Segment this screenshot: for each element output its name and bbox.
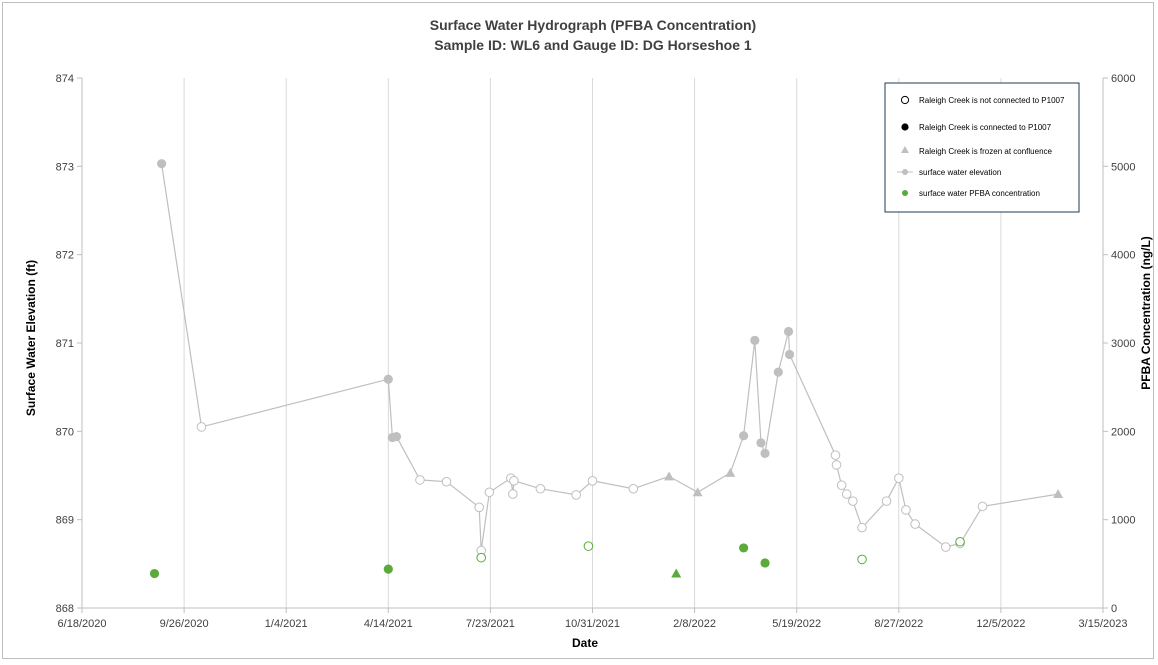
pfba-point: [671, 568, 682, 578]
hydrograph-chart: Surface Water Hydrograph (PFBA Concentra…: [24, 17, 1153, 650]
elevation-point: [857, 522, 867, 533]
elevation-line: [161, 163, 1059, 551]
elevation-point: [587, 476, 598, 486]
elevation-point: [739, 431, 749, 441]
elevation-point: [441, 476, 452, 487]
legend: Raleigh Creek is not connected to P1007 …: [884, 82, 1080, 213]
elevation-point: [894, 473, 904, 483]
elevation-point: [773, 367, 783, 377]
x-tick-label: 9/26/2020: [160, 618, 209, 630]
x-tick-label: 8/27/2022: [874, 618, 923, 630]
y-tick-label: 868: [56, 603, 74, 615]
elevation-point: [784, 349, 795, 360]
elevation-series-line: [161, 163, 1059, 551]
y2-tick-label: 1000: [1111, 515, 1135, 527]
x-tick-label: 1/4/2021: [265, 618, 308, 630]
y2-tick-label: 3000: [1111, 338, 1135, 350]
pfba-point: [149, 568, 160, 579]
x-tick-label: 3/15/2023: [1079, 618, 1128, 630]
legend-marker-frozen: [901, 146, 909, 153]
axes: [77, 77, 1108, 613]
x-tick-label: 2/8/2022: [673, 618, 716, 630]
elevation-point: [901, 505, 911, 515]
elevation-point: [977, 501, 988, 512]
pfba-point: [583, 541, 594, 551]
y-tick-label: 870: [56, 426, 74, 438]
elevation-point: [881, 496, 892, 506]
elevation-point: [535, 483, 546, 494]
elevation-point: [830, 450, 841, 460]
y-tick-label: 869: [56, 515, 74, 527]
y2-tick-label: 4000: [1111, 250, 1135, 262]
elevation-point: [157, 159, 167, 169]
legend-marker-elevation: [902, 169, 908, 175]
elevation-point: [474, 502, 484, 513]
pfba-point: [476, 552, 487, 563]
chart-subtitle: Sample ID: WL6 and Gauge ID: DG Horsesho…: [434, 37, 752, 53]
y2-tick-label: 0: [1111, 603, 1117, 615]
y-tick-label: 874: [56, 73, 74, 85]
legend-marker-connected: [901, 123, 909, 131]
x-tick-labels: 6/18/2020 9/26/2020 1/4/2021 4/14/2021 7/23/…: [58, 618, 1128, 630]
elevation-point: [571, 490, 581, 500]
elevation-point: [760, 448, 770, 459]
x-tick-label: 12/5/2022: [976, 618, 1025, 630]
elevation-point: [831, 460, 842, 470]
legend-label-elevation: surface water elevation: [919, 168, 1001, 177]
elevation-point: [196, 422, 207, 432]
y2-tick-label: 6000: [1111, 73, 1135, 85]
elevation-point: [484, 487, 495, 498]
elevation-point: [1053, 489, 1064, 499]
pfba-point: [857, 554, 867, 565]
elevation-point: [756, 438, 766, 448]
legend-marker-pfba: [902, 190, 908, 196]
y2-tick-label: 2000: [1111, 426, 1135, 438]
elevation-point: [628, 483, 639, 494]
elevation-point: [509, 476, 519, 486]
elevation-point: [725, 467, 736, 477]
data-points: [149, 159, 1064, 579]
legend-marker-not-connected: [900, 95, 910, 105]
y-tick-label: 873: [56, 161, 74, 173]
y-axis-label: Surface Water Elevation (ft): [24, 260, 38, 416]
y2-axis-label: PFBA Concentration (ng/L): [1139, 236, 1153, 390]
elevation-point: [692, 487, 703, 497]
elevation-point: [664, 471, 675, 481]
x-tick-label: 6/18/2020: [58, 618, 107, 630]
elevation-point: [841, 489, 852, 499]
elevation-point: [415, 475, 425, 485]
pfba-point: [760, 558, 770, 568]
pfba-point: [955, 536, 965, 547]
x-tick-label: 7/23/2021: [466, 618, 515, 630]
elevation-point: [391, 432, 402, 442]
elevation-point: [910, 519, 920, 529]
y-tick-label: 872: [56, 250, 74, 262]
elevation-point: [750, 335, 760, 345]
elevation-point: [848, 496, 858, 506]
x-tick-label: 4/14/2021: [364, 618, 413, 630]
legend-label-not-connected: Raleigh Creek is not connected to P1007: [919, 96, 1065, 105]
y-tick-label: 871: [56, 338, 74, 350]
elevation-point: [508, 489, 518, 499]
legend-label-pfba: surface water PFBA concentration: [919, 189, 1040, 198]
chart-title: Surface Water Hydrograph (PFBA Concentra…: [430, 17, 756, 33]
legend-label-connected: Raleigh Creek is connected to P1007: [919, 123, 1052, 132]
y2-tick-label: 5000: [1111, 161, 1135, 173]
y2-tick-labels: 0 1000 2000 3000 4000 5000 6000: [1111, 73, 1135, 615]
elevation-point: [940, 542, 951, 552]
x-tick-label: 5/19/2022: [772, 618, 821, 630]
elevation-point: [783, 326, 794, 337]
elevation-point: [836, 480, 847, 491]
legend-label-frozen: Raleigh Creek is frozen at confluence: [919, 147, 1053, 156]
pfba-point: [383, 564, 393, 574]
x-axis-label: Date: [572, 636, 598, 650]
elevation-point: [383, 374, 393, 384]
x-tick-label: 10/31/2021: [565, 618, 620, 630]
legend-box: [884, 82, 1080, 213]
y-tick-labels: 868 869 870 871 872 873 874: [56, 73, 74, 615]
pfba-point: [739, 543, 749, 553]
